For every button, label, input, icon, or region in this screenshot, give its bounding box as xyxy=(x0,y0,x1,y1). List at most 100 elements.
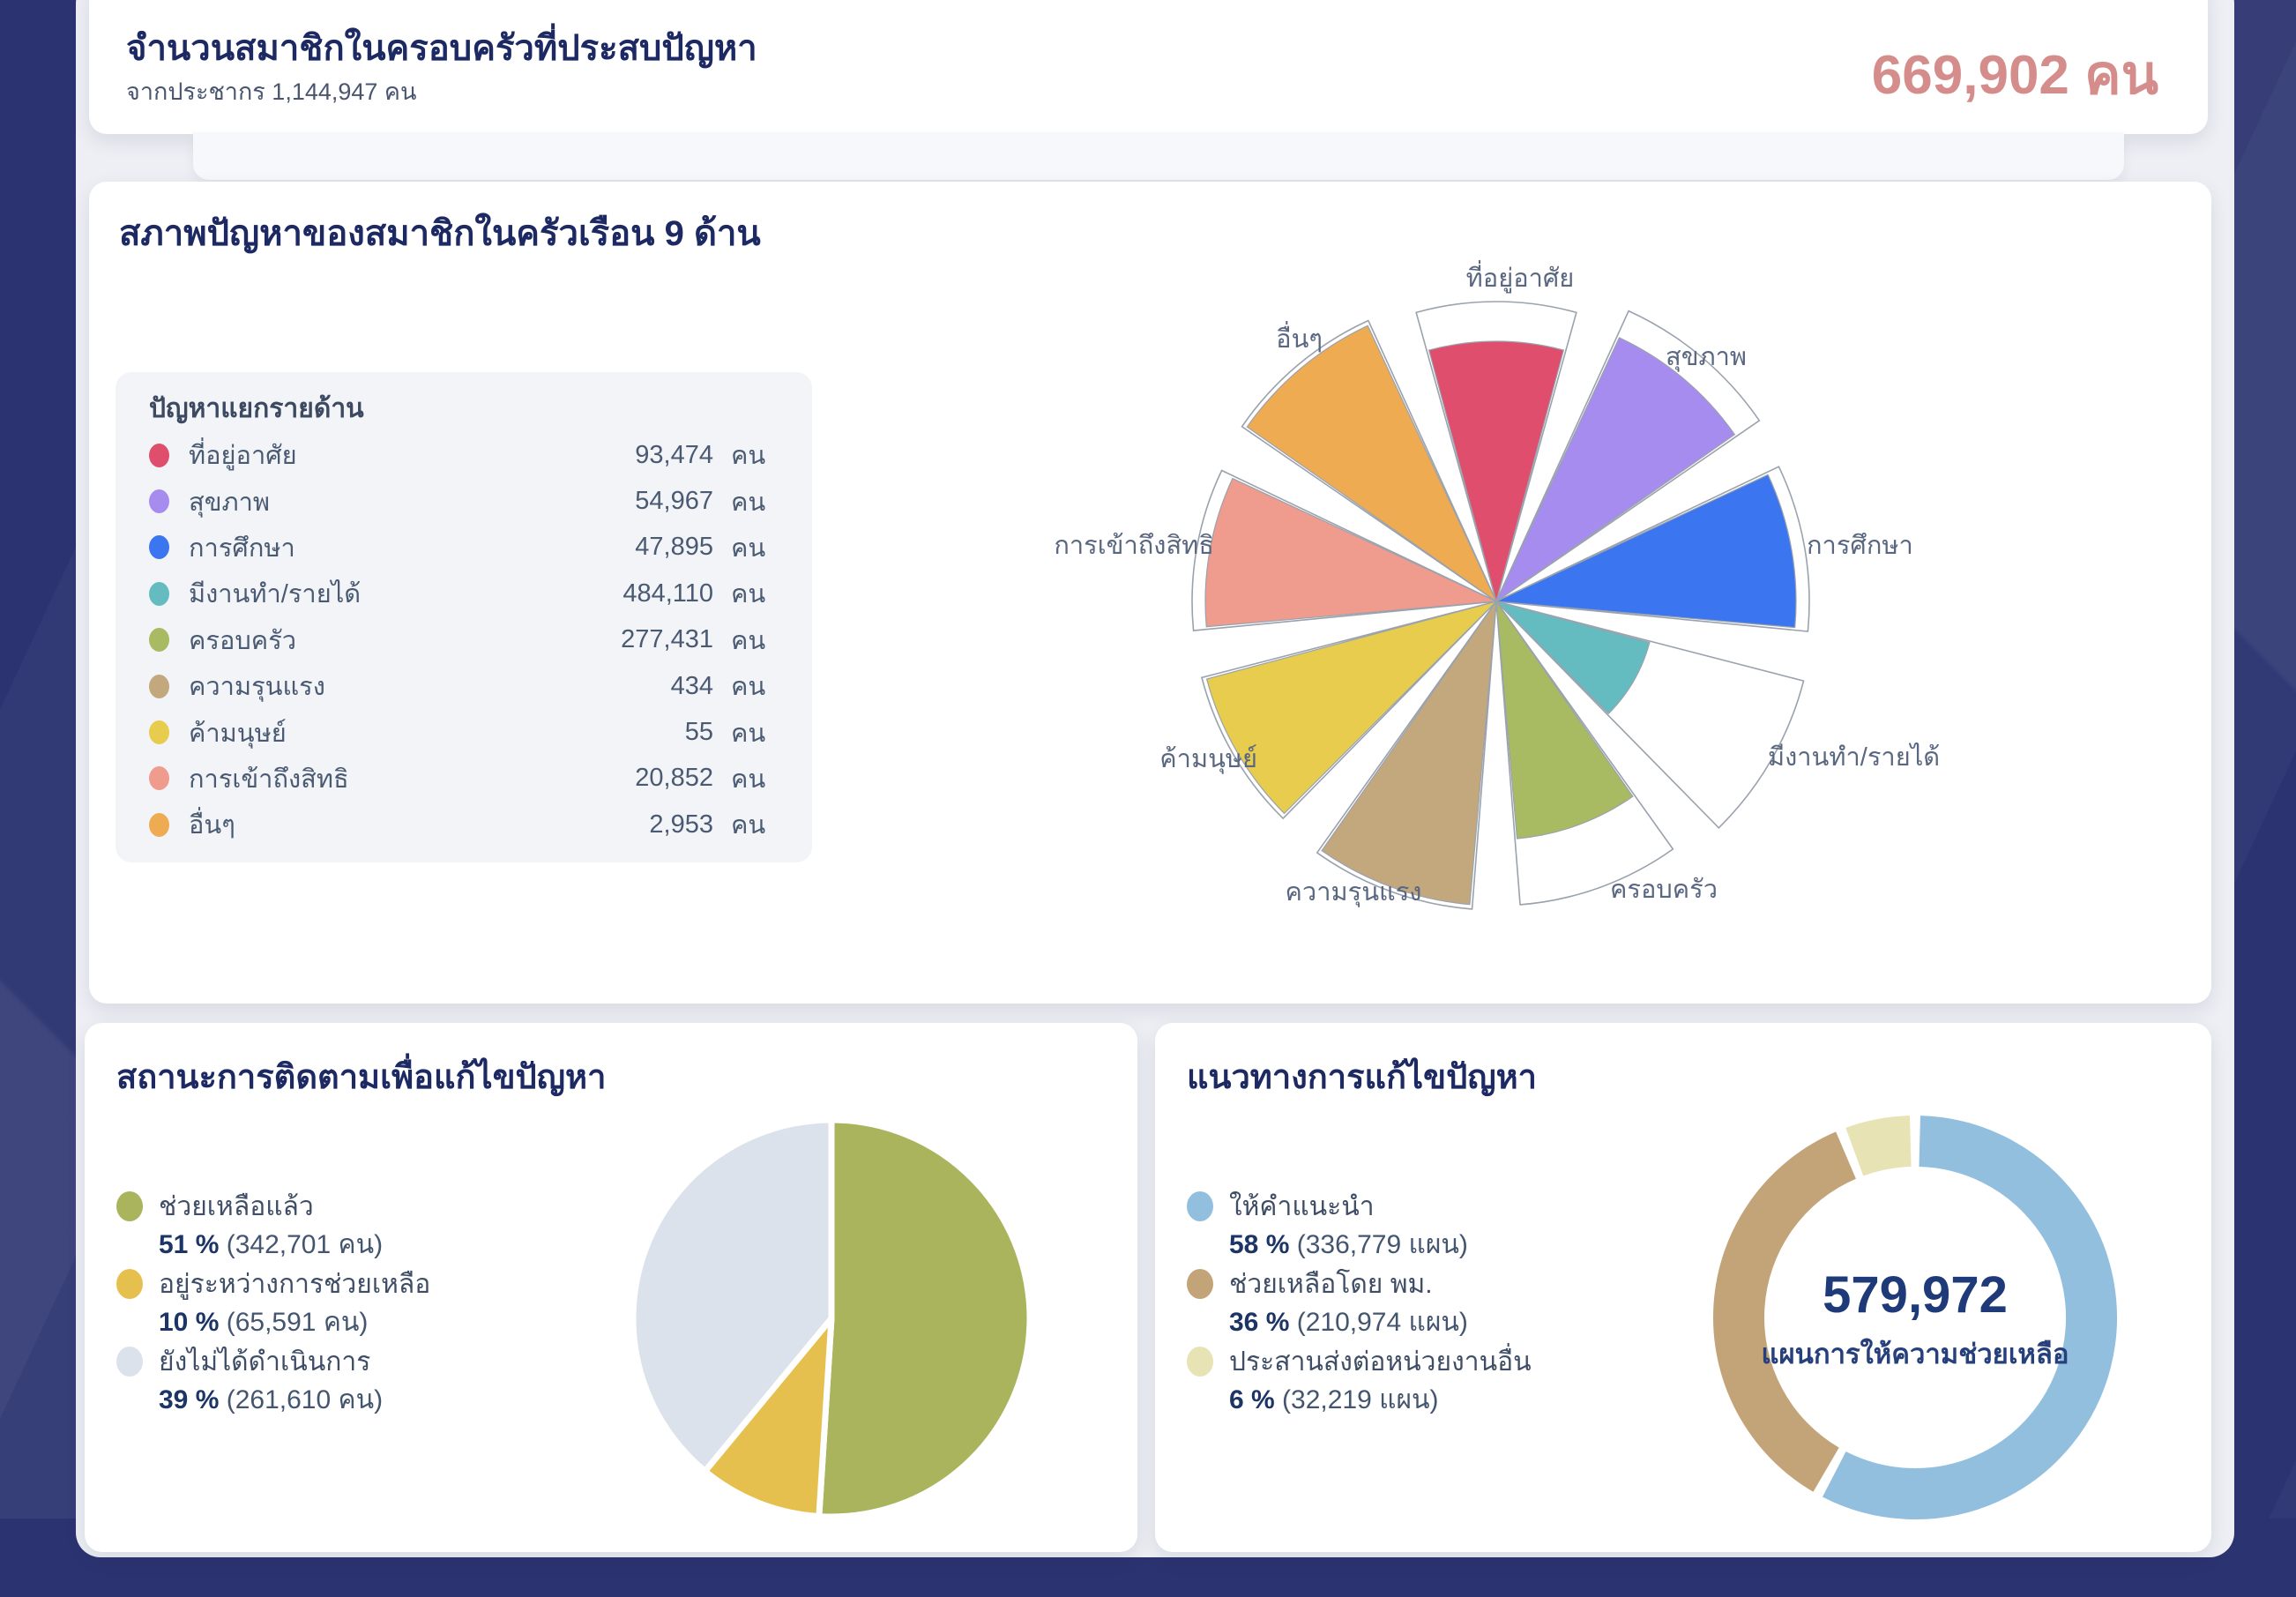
rose-petal[interactable] xyxy=(1246,325,1498,603)
legend-unit: คน xyxy=(731,626,766,655)
legend-value: 484,110 xyxy=(622,578,713,608)
legend-dot xyxy=(149,766,169,791)
rose-petal[interactable] xyxy=(1495,599,1634,840)
legend-detail: (261,610 คน) xyxy=(226,1385,384,1414)
summary-card: จำนวนสมาชิกในครอบครัวที่ประสบปัญหา จากปร… xyxy=(89,0,2208,134)
legend-label: ที่อยู่อาศัย xyxy=(189,442,297,471)
problems-legend-title: ปัญหาแยกรายด้าน xyxy=(149,394,364,423)
legend-label: ครอบครัว xyxy=(189,626,297,655)
legend-row[interactable]: ความรุนแรง 434 คน xyxy=(149,663,779,709)
rose-petal[interactable] xyxy=(1205,600,1499,815)
status-title: สถานะการติดตามเพื่อแก้ไขปัญหา xyxy=(116,1059,607,1096)
legend-percent: 10 % xyxy=(159,1308,220,1337)
rose-chart[interactable]: ที่อยู่อาศัย สุขภาพ การศึกษา มีงานทำ/รายได้… xyxy=(1006,256,2126,961)
legend-label: ยังไม่ได้ดำเนินการ xyxy=(159,1347,371,1377)
solution-legend-item[interactable]: ประสานส่งต่อหน่วยงานอื่น 6 % (32,219 แผน… xyxy=(1187,1342,1532,1420)
legend-value: 54,967 xyxy=(635,487,713,516)
legend-label: มีงานทำ/รายได้ xyxy=(189,580,362,609)
legend-row[interactable]: สุขภาพ 54,967 คน xyxy=(149,478,779,524)
legend-percent: 6 % xyxy=(1229,1385,1275,1414)
legend-row[interactable]: ค้ามนุษย์ 55 คน xyxy=(149,709,779,755)
status-legend: ช่วยเหลือแล้ว 51 % (342,701 คน) อยู่ระหว… xyxy=(116,1187,430,1420)
donut-segment[interactable] xyxy=(1823,1116,2117,1519)
legend-label: ช่วยเหลือโดย พม. xyxy=(1229,1269,1433,1299)
legend-label: ให้คำแนะนำ xyxy=(1229,1191,1375,1221)
legend-row[interactable]: การศึกษา 47,895 คน xyxy=(149,525,779,571)
legend-label: อื่นๆ xyxy=(189,811,235,840)
legend-label: ประสานส่งต่อหน่วยงานอื่น xyxy=(1229,1347,1532,1377)
stacked-card-edge xyxy=(193,132,2124,180)
legend-dot xyxy=(149,489,169,514)
legend-unit: คน xyxy=(731,488,766,517)
legend-detail: (65,591 คน) xyxy=(226,1308,369,1337)
problems-card: สภาพปัญหาของสมาชิกในครัวเรือน 9 ด้าน ปัญ… xyxy=(89,182,2211,1004)
legend-percent: 39 % xyxy=(159,1385,220,1414)
legend-row[interactable]: การเข้าถึงสิทธิ 20,852 คน xyxy=(149,756,779,802)
rose-petal[interactable] xyxy=(1494,474,1797,629)
status-legend-item[interactable]: อยู่ระหว่างการช่วยเหลือ 10 % (65,591 คน) xyxy=(116,1265,430,1342)
legend-unit: คน xyxy=(731,580,766,609)
legend-dot xyxy=(149,581,169,606)
legend-dot xyxy=(149,720,169,745)
rose-category-label: สุขภาพ xyxy=(1666,343,1747,372)
legend-dot xyxy=(149,812,169,837)
pie-slice[interactable] xyxy=(816,1116,1033,1520)
solution-card: แนวทางการแก้ไขปัญหา ให้คำแนะนำ 58 % (336… xyxy=(1155,1023,2211,1552)
legend-detail: (342,701 คน) xyxy=(226,1230,384,1259)
solution-legend-item[interactable]: ช่วยเหลือโดย พม. 36 % (210,974 แผน) xyxy=(1187,1265,1532,1342)
rose-category-label: การศึกษา xyxy=(1807,532,1913,560)
rose-petal[interactable] xyxy=(1495,337,1736,603)
legend-dot xyxy=(149,535,169,560)
legend-label: ช่วยเหลือแล้ว xyxy=(159,1191,314,1221)
legend-percent: 51 % xyxy=(159,1230,220,1259)
rose-category-label: ที่อยู่อาศัย xyxy=(1466,260,1575,294)
legend-detail: (336,779 แผน) xyxy=(1296,1230,1468,1259)
rose-category-label: ครอบครัว xyxy=(1610,876,1718,904)
rose-petal[interactable] xyxy=(1428,340,1565,604)
legend-dot xyxy=(116,1269,143,1299)
status-legend-item[interactable]: ช่วยเหลือแล้ว 51 % (342,701 คน) xyxy=(116,1187,430,1265)
legend-value: 20,852 xyxy=(635,764,713,793)
legend-value: 93,474 xyxy=(635,440,713,469)
rose-category-label: ค้ามนุษย์ xyxy=(1159,744,1257,774)
summary-title: จำนวนสมาชิกในครอบครัวที่ประสบปัญหา xyxy=(126,29,757,68)
legend-label: การศึกษา xyxy=(189,534,295,563)
status-pie-chart[interactable] xyxy=(614,1116,1055,1557)
legend-unit: คน xyxy=(731,811,766,840)
rose-petal[interactable] xyxy=(1204,477,1499,628)
summary-value: 669,902 คน xyxy=(1871,45,2158,106)
status-legend-item[interactable]: ยังไม่ได้ดำเนินการ 39 % (261,610 คน) xyxy=(116,1342,430,1420)
legend-percent: 36 % xyxy=(1229,1308,1290,1337)
rose-petal[interactable] xyxy=(1494,600,1651,715)
legend-row[interactable]: มีงานทำ/รายได้ 484,110 คน xyxy=(149,571,779,616)
legend-row[interactable]: ที่อยู่อาศัย 93,474 คน xyxy=(149,432,779,478)
legend-unit: คน xyxy=(731,719,766,748)
pie-slice[interactable] xyxy=(702,1315,835,1520)
legend-dot xyxy=(149,628,169,653)
solution-title: แนวทางการแก้ไขปัญหา xyxy=(1187,1059,1537,1096)
legend-label: ค้ามนุษย์ xyxy=(189,719,287,748)
pie-slice[interactable] xyxy=(630,1116,835,1474)
legend-dot xyxy=(1187,1347,1213,1377)
legend-row[interactable]: อื่นๆ 2,953 คน xyxy=(149,802,779,847)
donut-center-label: แผนการให้ความช่วยเหลือ xyxy=(1762,1338,2069,1369)
legend-label: สุขภาพ xyxy=(189,488,271,517)
summary-subtitle: จากประชากร 1,144,947 คน xyxy=(126,78,417,105)
legend-row[interactable]: ครอบครัว 277,431 คน xyxy=(149,617,779,663)
legend-dot xyxy=(1187,1191,1213,1221)
rose-petal[interactable] xyxy=(1321,599,1497,906)
legend-label: อยู่ระหว่างการช่วยเหลือ xyxy=(159,1269,431,1299)
status-card: สถานะการติดตามเพื่อแก้ไขปัญหา ช่วยเหลือแ… xyxy=(85,1023,1137,1552)
legend-label: ความรุนแรง xyxy=(189,673,325,702)
legend-unit: คน xyxy=(731,673,766,702)
donut-segment[interactable] xyxy=(1713,1131,1857,1492)
legend-value: 55 xyxy=(684,718,713,747)
rose-category-label: การเข้าถึงสิทธิ xyxy=(1054,532,1214,560)
legend-unit: คน xyxy=(731,534,766,563)
problems-title: สภาพปัญหาของสมาชิกในครัวเรือน 9 ด้าน xyxy=(119,214,761,253)
solution-donut-chart[interactable]: 579,972 แผนการให้ความช่วยเหลือ xyxy=(1702,1099,2195,1593)
solution-legend-item[interactable]: ให้คำแนะนำ 58 % (336,779 แผน) xyxy=(1187,1187,1532,1265)
rose-category-label: อื่นๆ xyxy=(1276,321,1323,354)
donut-segment[interactable] xyxy=(1845,1116,1912,1176)
problems-legend: ปัญหาแยกรายด้าน ที่อยู่อาศัย 93,474 คน ส… xyxy=(116,372,812,862)
